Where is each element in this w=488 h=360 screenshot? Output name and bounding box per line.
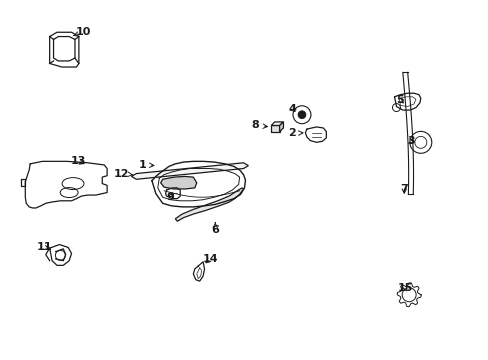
Text: 1: 1 <box>138 160 154 170</box>
Text: 14: 14 <box>202 254 218 264</box>
Text: 6: 6 <box>211 222 219 235</box>
Polygon shape <box>271 122 283 126</box>
Text: 9: 9 <box>166 192 174 202</box>
Polygon shape <box>131 163 248 179</box>
Polygon shape <box>271 126 279 132</box>
Text: 12: 12 <box>114 168 132 179</box>
Text: 4: 4 <box>288 104 296 114</box>
Text: 10: 10 <box>73 27 91 37</box>
Text: 15: 15 <box>397 283 412 293</box>
Text: 13: 13 <box>70 156 85 166</box>
Text: 3: 3 <box>407 136 414 146</box>
Polygon shape <box>161 176 196 189</box>
Text: 2: 2 <box>288 129 303 138</box>
Polygon shape <box>279 122 283 132</box>
Text: 8: 8 <box>251 121 267 130</box>
Text: 5: 5 <box>396 95 404 105</box>
Circle shape <box>297 111 305 119</box>
Polygon shape <box>175 188 243 221</box>
Text: 11: 11 <box>37 242 52 252</box>
Text: 7: 7 <box>400 184 407 194</box>
